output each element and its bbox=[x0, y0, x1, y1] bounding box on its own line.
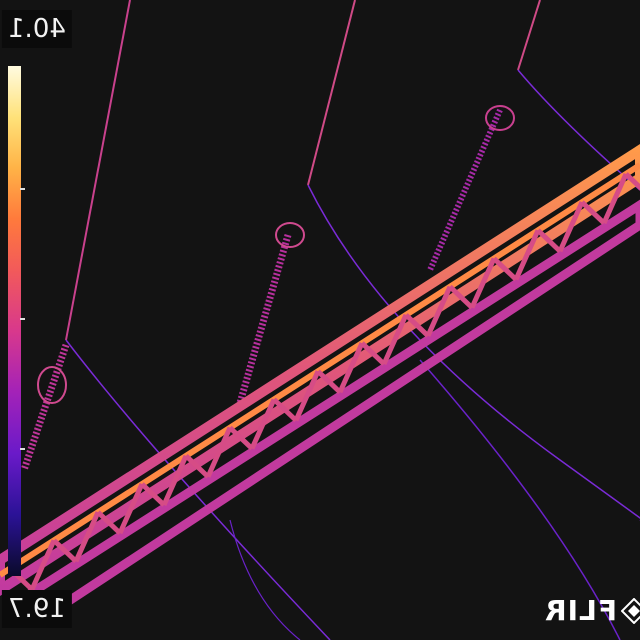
colorbar-tick bbox=[20, 188, 25, 190]
tower-truss-arm bbox=[0, 144, 640, 626]
insulator-strings bbox=[20, 105, 515, 472]
truss-brace bbox=[404, 313, 430, 338]
truss-brace bbox=[360, 341, 386, 366]
truss-brace bbox=[184, 454, 210, 479]
colorbar-tick bbox=[20, 318, 25, 320]
truss-brace bbox=[580, 200, 606, 225]
truss-brace bbox=[249, 398, 277, 450]
truss-brace bbox=[52, 538, 78, 564]
truss-brace bbox=[492, 256, 518, 282]
truss-brace bbox=[316, 369, 342, 394]
truss-brace bbox=[557, 201, 585, 253]
truss-brace bbox=[73, 511, 101, 563]
max-temperature-label: 40.1 bbox=[2, 10, 72, 48]
colorbar-tick bbox=[20, 448, 25, 450]
truss-brace bbox=[29, 539, 57, 591]
temperature-colorbar bbox=[8, 66, 21, 576]
truss-brace bbox=[381, 313, 409, 366]
truss-brace bbox=[140, 482, 166, 507]
truss-brace bbox=[96, 510, 122, 535]
truss-brace bbox=[469, 257, 497, 309]
truss-brace bbox=[293, 370, 321, 422]
truss-brace bbox=[272, 397, 298, 423]
truss-brace bbox=[228, 425, 254, 451]
min-temperature-label: 19.7 bbox=[2, 590, 72, 628]
truss-brace bbox=[161, 454, 189, 506]
truss-brace bbox=[536, 228, 562, 254]
truss-brace bbox=[337, 342, 365, 394]
truss-brace bbox=[425, 285, 453, 337]
truss-brace bbox=[205, 426, 233, 478]
truss-brace bbox=[601, 172, 629, 225]
brand-name: FLIR bbox=[544, 594, 617, 627]
truss-brace bbox=[448, 284, 474, 310]
truss-brace bbox=[624, 172, 640, 191]
flir-brand: FLIR bbox=[544, 594, 640, 627]
truss-brace bbox=[117, 483, 145, 535]
truss-brace bbox=[513, 229, 541, 281]
flir-diamond-icon bbox=[620, 597, 640, 624]
